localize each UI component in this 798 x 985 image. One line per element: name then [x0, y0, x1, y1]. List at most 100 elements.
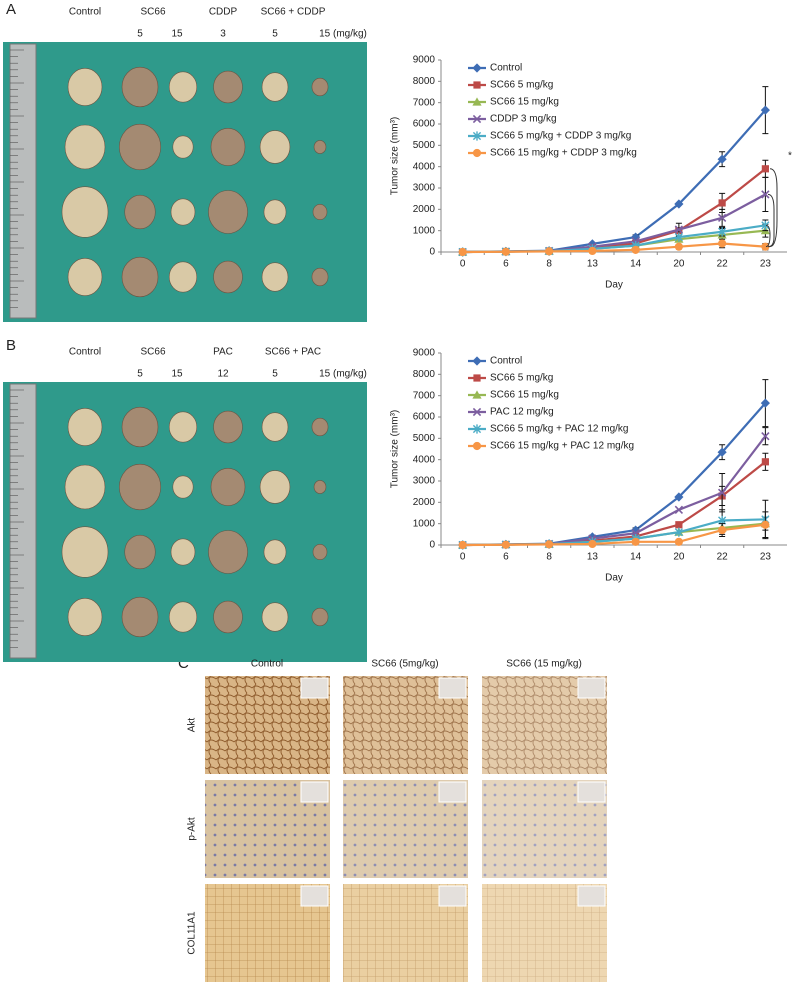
dose-label: 5 [272, 29, 278, 40]
marker [458, 247, 467, 257]
marker [674, 199, 684, 209]
column-label: Control [251, 659, 283, 670]
row-label: Akt [187, 718, 198, 733]
tumor [168, 601, 198, 633]
group-label: CDDP [209, 7, 238, 18]
micrograph-inset [300, 885, 329, 907]
marker [761, 220, 770, 230]
tumor [313, 140, 327, 154]
marker [472, 407, 482, 417]
panel-label: C [178, 655, 189, 672]
tumor [121, 256, 159, 298]
marker [472, 356, 482, 366]
marker [718, 227, 727, 237]
marker [588, 246, 597, 256]
tumor [67, 597, 103, 636]
marker [717, 447, 727, 457]
marker [472, 390, 482, 399]
legend-label: CDDP 3 mg/kg [490, 114, 557, 125]
group-label: PAC [213, 347, 233, 358]
tumor [168, 71, 198, 103]
y-tick-label: 6000 [413, 119, 436, 130]
group-label: SC66 [140, 7, 165, 18]
x-tick-label: 22 [717, 552, 729, 563]
tumor [312, 543, 328, 560]
y-tick-label: 7000 [413, 97, 436, 108]
x-tick-label: 6 [503, 259, 509, 270]
marker [760, 398, 770, 408]
x-tick-label: 13 [587, 259, 599, 270]
marker [631, 525, 641, 535]
marker [717, 213, 727, 223]
y-tick-label: 0 [429, 540, 435, 551]
column-label: SC66 (15 mg/kg) [506, 659, 582, 670]
marker [674, 527, 683, 537]
tumor [124, 534, 156, 570]
legend-label: SC66 5 mg/kg [490, 80, 553, 91]
micrograph-inset [438, 677, 467, 699]
tumor [210, 467, 246, 506]
x-tick-label: 23 [760, 259, 772, 270]
tumor [119, 463, 162, 511]
tumor [168, 261, 198, 293]
marker [545, 247, 554, 256]
legend-label: SC66 5 mg/kg + CDDP 3 mg/kg [490, 131, 631, 142]
tumor [263, 199, 287, 225]
marker [472, 424, 482, 434]
tumor [261, 262, 289, 292]
y-tick-label: 6000 [413, 412, 436, 423]
marker [472, 441, 482, 451]
x-tick-label: 13 [587, 552, 599, 563]
tumor [124, 194, 156, 230]
marker [674, 492, 684, 502]
y-tick-label: 5000 [413, 140, 436, 151]
y-tick-label: 5000 [413, 433, 436, 444]
tumor [64, 124, 106, 170]
marker [718, 199, 726, 207]
group-label: SC66 [140, 347, 165, 358]
ruler [9, 43, 37, 319]
tumor [311, 267, 329, 287]
x-tick-label: 0 [460, 552, 466, 563]
group-label: Control [69, 7, 101, 18]
group-label: SC66 + CDDP [261, 7, 326, 18]
dose-label: 12 [217, 369, 229, 380]
y-tick-label: 2000 [413, 497, 436, 508]
marker [472, 148, 482, 158]
y-tick-label: 1000 [413, 518, 436, 529]
tumor [121, 66, 159, 108]
tumor [261, 412, 289, 442]
dose-label: 5 [272, 369, 278, 380]
legend-label: Control [490, 356, 522, 367]
marker [675, 521, 683, 529]
legend-label: SC66 15 mg/kg + CDDP 3 mg/kg [490, 148, 637, 159]
tumor [311, 417, 329, 437]
tumor [312, 204, 328, 221]
x-tick-label: 20 [673, 259, 685, 270]
significance-bracket [765, 224, 771, 248]
row-label: p-Akt [187, 817, 198, 841]
marker [587, 532, 597, 542]
legend-label: SC66 15 mg/kg [490, 390, 559, 401]
tumor [67, 68, 103, 107]
tumor [67, 257, 103, 296]
tumor [210, 128, 246, 167]
tumor [61, 186, 109, 238]
tumor [311, 607, 329, 627]
tumor [261, 602, 289, 632]
micrograph-inset [577, 677, 606, 699]
marker [588, 539, 597, 549]
marker [631, 245, 640, 254]
marker [472, 97, 482, 106]
marker [761, 432, 770, 441]
tumor [121, 406, 159, 448]
marker [473, 81, 481, 89]
marker [674, 225, 684, 234]
x-axis-label: Day [605, 280, 623, 291]
marker [472, 63, 482, 73]
tumor [170, 198, 196, 226]
tumor [313, 480, 327, 494]
x-tick-label: 6 [503, 552, 509, 563]
x-tick-label: 14 [630, 552, 642, 563]
series-line [462, 242, 766, 254]
